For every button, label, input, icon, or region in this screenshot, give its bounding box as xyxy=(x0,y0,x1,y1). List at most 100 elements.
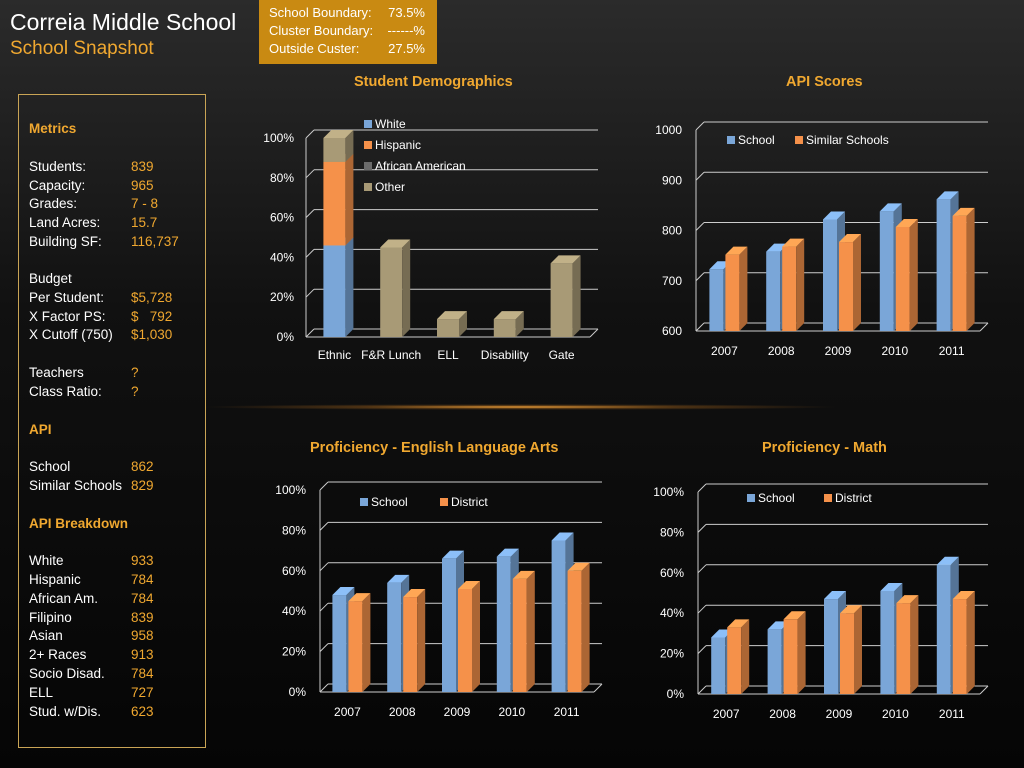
metrics-heading: Metrics xyxy=(29,121,77,136)
gridline-diag xyxy=(305,288,315,298)
bar-similar-schools-2007-side xyxy=(739,246,748,331)
bar-ethnic-other xyxy=(323,130,354,162)
bar-district-2010 xyxy=(512,570,535,692)
gridline-diag xyxy=(697,524,707,533)
metric-value: 784 xyxy=(131,572,154,587)
gridline-diag xyxy=(305,328,315,338)
y-tick-label: 20% xyxy=(270,290,294,304)
metric-value: 839 xyxy=(131,159,154,174)
bar-district-2009 xyxy=(840,605,862,694)
bar-similar-schools-2009-top xyxy=(839,234,861,243)
divider-glow xyxy=(200,404,840,410)
metric-label: X Cutoff (750) xyxy=(29,327,113,342)
bar-similar-schools-2011-side xyxy=(966,207,975,331)
gridline-diag xyxy=(319,643,329,652)
metric-label: Socio Disad. xyxy=(29,666,105,681)
bar-district-2011-top xyxy=(952,591,975,600)
bar-ell-side xyxy=(459,311,467,337)
bar-ethnic-hispanic xyxy=(323,153,354,246)
bar-school-2010-face xyxy=(496,556,511,692)
bar-district-2010-face xyxy=(512,578,527,692)
bar-district-2007-face xyxy=(727,627,742,694)
gridline-diag xyxy=(697,483,707,493)
budget-heading-text: Budget xyxy=(29,271,72,286)
bar-ethnic-other-top xyxy=(323,130,354,138)
boundary-value: 27.5% xyxy=(388,41,425,56)
bar-similar-schools-2008-side xyxy=(796,238,805,331)
bar-district-2009-top xyxy=(840,605,862,614)
metric-row: Class Ratio:? xyxy=(29,384,139,399)
y-tick-label: 900 xyxy=(662,173,682,187)
boundary-row: Cluster Boundary: ------% xyxy=(269,22,437,40)
metric-row: White 933 xyxy=(29,553,154,568)
x-tick-label: Ethnic xyxy=(318,348,351,362)
metric-label: School xyxy=(29,459,71,474)
bar-district-2010-face xyxy=(896,603,911,694)
legend-swatch xyxy=(364,141,372,149)
y-tick-label: 80% xyxy=(660,525,684,539)
metric-row: ELL 727 xyxy=(29,685,154,700)
metric-label: 2+ Races xyxy=(29,647,87,662)
x-tick-label: F&R Lunch xyxy=(361,348,421,362)
metric-row: Teachers? xyxy=(29,365,139,380)
bar-similar-schools-2007-top xyxy=(725,246,748,255)
x-axis-diag xyxy=(589,328,599,338)
boundary-row: School Boundary: 73.5% xyxy=(269,4,437,22)
metric-label: Teachers xyxy=(29,365,84,380)
legend-label: Other xyxy=(375,180,405,194)
bar-district-2007 xyxy=(348,593,371,692)
metric-value: $1,030 xyxy=(131,327,173,342)
bar-gate xyxy=(550,255,581,337)
y-tick-label: 20% xyxy=(282,645,306,659)
legend-label: District xyxy=(835,491,872,505)
legend-label: Similar Schools xyxy=(806,133,889,147)
metric-label: Asian xyxy=(29,628,63,643)
boundary-label: Outside Custer: xyxy=(269,41,360,56)
metric-row: Filipino 839 xyxy=(29,610,154,625)
metric-label: Capacity: xyxy=(29,178,86,193)
gridline-diag xyxy=(695,171,705,181)
gridline-diag xyxy=(695,272,705,282)
metric-value: 784 xyxy=(131,666,154,681)
bar-ethnic-other-face xyxy=(323,138,346,162)
bar-school-2009-top xyxy=(824,591,846,600)
bar-district-2011-top xyxy=(567,562,590,571)
page-subtitle: School Snapshot xyxy=(10,38,154,59)
bar-school-2009-face xyxy=(823,219,837,331)
bar-school-2011-top xyxy=(936,556,959,565)
x-tick-label: 2009 xyxy=(826,707,853,721)
bar-similar-schools-2010-top xyxy=(895,218,918,227)
x-tick-label: 2011 xyxy=(554,705,580,719)
y-tick-label: 60% xyxy=(660,566,684,580)
boundary-row: Outside Custer: 27.5% xyxy=(269,40,437,58)
bar-similar-schools-2010 xyxy=(895,218,918,331)
bar-district-2011-side xyxy=(966,591,975,694)
bar-district-2009-side xyxy=(472,580,480,692)
bar-school-2011-face xyxy=(551,540,566,692)
y-tick-label: 20% xyxy=(660,647,684,661)
y-tick-label: 0% xyxy=(667,687,685,701)
legend-label: School xyxy=(758,491,795,505)
bar-district-2008-face xyxy=(783,619,798,694)
bar-school-2009-top xyxy=(442,550,464,559)
bar-school-2009-face xyxy=(442,558,456,692)
metric-label: ELL xyxy=(29,685,54,700)
api-breakdown-heading: API Breakdown xyxy=(29,516,129,531)
gridline-diag xyxy=(319,683,329,693)
gridline-diag xyxy=(697,685,707,695)
bar-ell-top xyxy=(437,311,467,320)
bar-district-2010 xyxy=(896,595,919,694)
bar-school-2007-face xyxy=(332,595,347,692)
gridline-diag xyxy=(305,169,315,179)
boundary-value: ------% xyxy=(387,23,425,38)
y-tick-label: 100% xyxy=(653,485,684,499)
metric-value: ? xyxy=(131,384,139,399)
x-axis-diag xyxy=(979,322,989,332)
bar-school-2007-top xyxy=(332,587,355,596)
bar-similar-schools-2011-face xyxy=(952,215,967,331)
bar-school-2007-face xyxy=(709,269,724,331)
bar-district-2011-face xyxy=(567,570,582,692)
bar-school-2011-face xyxy=(936,199,951,331)
bar-district-2007 xyxy=(727,619,750,694)
